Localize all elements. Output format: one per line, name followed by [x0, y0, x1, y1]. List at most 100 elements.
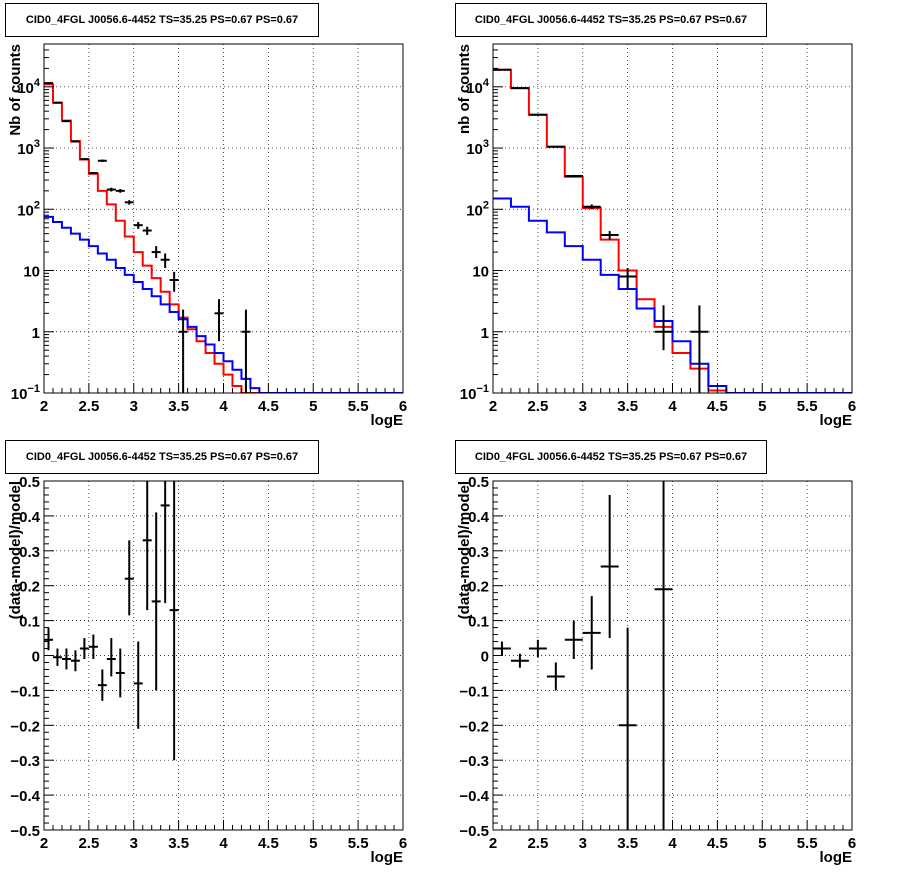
y-tick-label: −0.2 [10, 718, 40, 735]
data-point [142, 226, 152, 236]
x-tick-label: 2.5 [78, 398, 99, 415]
y-tick-label: −0.1 [10, 683, 40, 700]
data-point [528, 639, 547, 658]
data-point [97, 159, 107, 163]
x-tick-label: 6 [848, 398, 856, 415]
y-tick-label: −0.5 [459, 823, 489, 840]
y-tick-label: 0.5 [468, 474, 489, 491]
data-point [241, 309, 251, 393]
data-point [690, 305, 709, 393]
data-point [510, 87, 529, 90]
data-point [106, 638, 116, 677]
y-tick-label: 0.5 [19, 474, 40, 491]
data-point [564, 620, 583, 659]
y-tick-label: 10 [23, 264, 40, 281]
x-tick-label: 2 [40, 835, 48, 852]
data-point [44, 627, 53, 651]
data-point [151, 246, 161, 259]
x-tick-label: 4 [668, 835, 677, 852]
x-tick-label: 4.5 [707, 835, 728, 852]
series-line-0 [493, 68, 852, 393]
y-tick-label: 102 [17, 199, 40, 219]
x-tick-label: 2.5 [527, 398, 548, 415]
data-point [178, 309, 188, 393]
data-point [115, 189, 125, 193]
x-tick-label: 4 [668, 398, 677, 415]
data-point [79, 638, 89, 659]
x-tick-label: 3.5 [617, 835, 638, 852]
y-tick-label: −0.4 [10, 788, 40, 805]
y-axis-label: (data-model)/model [456, 481, 473, 619]
x-axis-label: logE [371, 412, 404, 429]
data-point [493, 68, 511, 71]
x-axis-label: logE [371, 849, 404, 866]
data-point [70, 140, 80, 143]
data-point [160, 253, 170, 268]
data-point [582, 596, 601, 670]
x-axis-label: logE [820, 849, 853, 866]
data-point [61, 648, 71, 670]
data-point [600, 494, 619, 639]
y-tick-label: 103 [17, 138, 40, 158]
data-point [546, 662, 565, 691]
y-tick-label: −0.4 [459, 788, 489, 805]
y-axis-label: nb of counts [456, 44, 473, 134]
x-tick-label: 5 [309, 398, 317, 415]
data-point [52, 648, 62, 666]
data-point [133, 641, 143, 729]
data-point [142, 481, 152, 611]
x-tick-label: 2 [489, 398, 497, 415]
data-point [654, 305, 673, 351]
chart-title: CID0_4FGL J0056.6-4452 TS=35.25 PS=0.67 … [455, 440, 767, 474]
data-point [61, 120, 71, 123]
y-tick-label: 0 [481, 649, 489, 666]
data-point [528, 113, 547, 116]
data-point [169, 271, 179, 292]
y-tick-label: −0.1 [459, 683, 489, 700]
y-tick-label: 104 [466, 77, 490, 97]
x-tick-label: 2 [489, 835, 497, 852]
x-tick-label: 2.5 [527, 835, 548, 852]
x-tick-label: 2.5 [78, 835, 99, 852]
y-tick-label: 0.4 [468, 509, 490, 526]
x-tick-label: 5 [758, 835, 766, 852]
data-point [52, 101, 62, 104]
y-tick-label: 0 [32, 649, 40, 666]
x-tick-label: 4 [219, 835, 228, 852]
chart-panel-p3: 2 2.5 3 3.5 4 4.5 5 5.5 6logE−0.5−0.4−0.3−0.2−0.… [7, 474, 407, 866]
x-tick-label: 3 [579, 835, 587, 852]
data-point [88, 634, 98, 659]
data-point [582, 204, 601, 210]
data-point [151, 512, 161, 691]
y-tick-label: 0.2 [468, 579, 489, 596]
plot-area [493, 481, 852, 830]
data-point [618, 627, 637, 830]
x-tick-label: 4.5 [707, 398, 728, 415]
x-tick-label: 2 [40, 398, 48, 415]
data-point [106, 187, 116, 192]
y-tick-label: 0.3 [19, 544, 40, 561]
x-tick-label: 5 [309, 835, 317, 852]
y-axis: −0.5 −0.4 −0.3 −0.2 −0.1 0 0.1 0.2 0.3 0.4 0.5(dat… [456, 474, 503, 840]
data-point [124, 540, 134, 616]
data-point [546, 145, 565, 148]
y-tick-label: 104 [17, 77, 41, 97]
y-tick-label: 103 [466, 138, 489, 158]
x-tick-label: 4.5 [258, 835, 279, 852]
y-tick-label: 0.1 [468, 614, 489, 631]
data-point [115, 648, 125, 698]
y-tick-label: 0.4 [19, 509, 41, 526]
chart-title: CID0_4FGL J0056.6-4452 TS=35.25 PS=0.67 … [455, 3, 767, 37]
x-tick-label: 3.5 [168, 835, 189, 852]
y-tick-label: 1 [32, 325, 40, 342]
x-tick-label: 3 [130, 835, 138, 852]
plot-area [44, 44, 403, 393]
data-point [160, 481, 170, 604]
x-tick-label: 6 [848, 835, 856, 852]
